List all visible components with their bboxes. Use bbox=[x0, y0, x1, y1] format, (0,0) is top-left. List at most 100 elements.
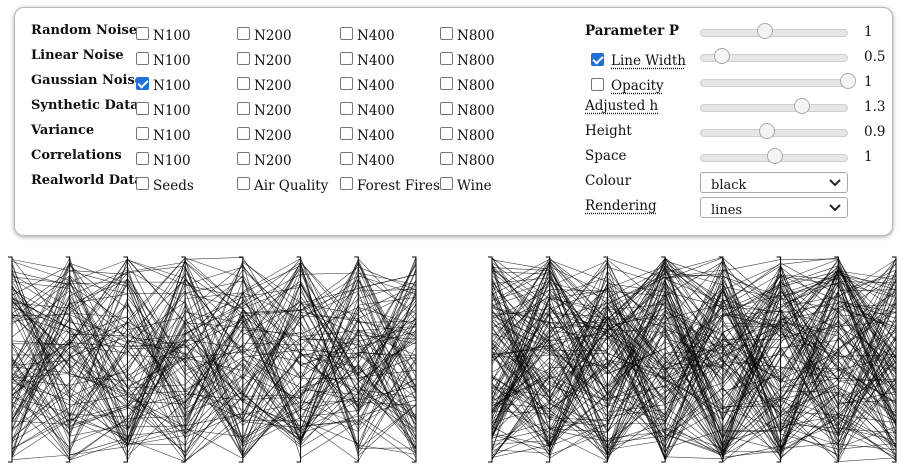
slider-thumb[interactable] bbox=[714, 48, 731, 64]
dataset-option-label: N200 bbox=[254, 53, 292, 69]
dataset-option-checkbox[interactable] bbox=[237, 127, 250, 140]
dataset-option-checkbox[interactable] bbox=[440, 102, 453, 115]
space-slider[interactable] bbox=[700, 148, 848, 164]
dataset-option-checkbox[interactable] bbox=[136, 127, 149, 140]
data-polyline bbox=[11, 274, 417, 428]
dataset-option-checkbox[interactable] bbox=[136, 177, 149, 190]
colour-select[interactable]: black bbox=[700, 172, 848, 193]
dataset-option-label: N400 bbox=[357, 78, 395, 94]
dataset-row-label: Realworld Data bbox=[31, 173, 143, 188]
dataset-option-label: N100 bbox=[153, 78, 191, 94]
data-polyline bbox=[11, 256, 417, 408]
data-polyline bbox=[491, 258, 897, 452]
data-polyline bbox=[11, 298, 417, 454]
line-width-label: Line Width bbox=[611, 53, 686, 69]
plot-axis bbox=[412, 256, 417, 463]
data-polyline bbox=[491, 294, 897, 416]
data-polyline bbox=[491, 302, 897, 437]
data-polyline bbox=[491, 265, 897, 456]
data-polyline bbox=[491, 270, 897, 450]
data-polyline bbox=[491, 261, 897, 455]
dataset-row-label: Variance bbox=[31, 123, 95, 138]
data-polyline bbox=[491, 266, 897, 453]
polylines-group bbox=[11, 256, 417, 462]
data-polyline bbox=[491, 298, 897, 449]
dataset-option-checkbox[interactable] bbox=[237, 52, 250, 65]
slider-thumb[interactable] bbox=[757, 23, 774, 39]
dataset-option-checkbox[interactable] bbox=[440, 77, 453, 90]
dataset-option-checkbox[interactable] bbox=[237, 77, 250, 90]
opacity-value: 1 bbox=[864, 74, 873, 90]
dataset-option-checkbox[interactable] bbox=[237, 152, 250, 165]
dataset-option-checkbox[interactable] bbox=[440, 127, 453, 140]
data-polyline bbox=[491, 263, 897, 453]
data-polyline bbox=[11, 262, 417, 438]
dataset-option-checkbox[interactable] bbox=[440, 152, 453, 165]
data-polyline bbox=[11, 292, 417, 398]
dataset-row-label: Random Noise bbox=[31, 23, 138, 38]
line-width-checkbox[interactable] bbox=[591, 53, 604, 66]
dataset-option-checkbox[interactable] bbox=[136, 27, 149, 40]
dataset-option-label: N800 bbox=[457, 28, 495, 44]
data-polyline bbox=[491, 269, 897, 444]
plot-axis bbox=[661, 256, 666, 463]
adjusted-h-slider[interactable] bbox=[700, 98, 848, 114]
dataset-option-checkbox[interactable] bbox=[340, 27, 353, 40]
data-polyline bbox=[491, 261, 897, 351]
dataset-option-checkbox[interactable] bbox=[136, 77, 149, 90]
slider-thumb[interactable] bbox=[840, 73, 856, 89]
opacity-checkbox[interactable] bbox=[591, 78, 604, 91]
dataset-option-checkbox[interactable] bbox=[136, 102, 149, 115]
dataset-option-checkbox[interactable] bbox=[440, 52, 453, 65]
data-polyline bbox=[491, 261, 897, 445]
dataset-row-label: Linear Noise bbox=[31, 48, 124, 63]
dataset-option-checkbox[interactable] bbox=[237, 102, 250, 115]
slider-thumb[interactable] bbox=[767, 148, 784, 164]
dataset-option-label: N200 bbox=[254, 103, 292, 119]
data-polyline bbox=[11, 270, 417, 421]
slider-thumb[interactable] bbox=[794, 98, 811, 114]
data-polyline bbox=[11, 279, 417, 437]
dataset-option-checkbox[interactable] bbox=[340, 127, 353, 140]
opacity-slider[interactable] bbox=[700, 73, 856, 89]
data-polyline bbox=[491, 268, 897, 451]
rendering-label: Rendering bbox=[585, 198, 657, 214]
height-slider[interactable] bbox=[700, 123, 848, 139]
data-polyline bbox=[11, 278, 417, 431]
data-polyline bbox=[11, 259, 417, 432]
dataset-option-checkbox[interactable] bbox=[340, 102, 353, 115]
data-polyline bbox=[491, 301, 897, 458]
data-polyline bbox=[11, 257, 417, 441]
dataset-option-checkbox[interactable] bbox=[340, 52, 353, 65]
line-width-slider[interactable] bbox=[700, 48, 848, 64]
dataset-option-checkbox[interactable] bbox=[340, 152, 353, 165]
data-polyline bbox=[11, 286, 417, 426]
dataset-option-checkbox[interactable] bbox=[440, 177, 453, 190]
parallel-coordinates-plot-right bbox=[488, 250, 900, 468]
data-polyline bbox=[491, 258, 897, 429]
data-polyline bbox=[11, 261, 417, 367]
dataset-option-checkbox[interactable] bbox=[440, 27, 453, 40]
slider-thumb[interactable] bbox=[758, 123, 775, 139]
plot-axis bbox=[123, 256, 128, 463]
dataset-option-label: N400 bbox=[357, 128, 395, 144]
dataset-option-checkbox[interactable] bbox=[340, 77, 353, 90]
parallel-coordinates-plot-left bbox=[8, 250, 420, 468]
data-polyline bbox=[491, 282, 897, 444]
data-polyline bbox=[11, 298, 417, 455]
parameter-p-slider[interactable] bbox=[700, 23, 848, 39]
dataset-option-checkbox[interactable] bbox=[340, 177, 353, 190]
dataset-option-checkbox[interactable] bbox=[237, 27, 250, 40]
data-polyline bbox=[491, 258, 897, 414]
dataset-option-label: N100 bbox=[153, 103, 191, 119]
data-polyline bbox=[491, 285, 897, 456]
data-polyline bbox=[11, 341, 417, 445]
data-polyline bbox=[491, 305, 897, 457]
rendering-select[interactable]: lines bbox=[700, 197, 848, 218]
colour-label: Colour bbox=[585, 173, 632, 189]
dataset-option-checkbox[interactable] bbox=[136, 52, 149, 65]
plot-axis bbox=[545, 256, 551, 463]
dataset-option-checkbox[interactable] bbox=[237, 177, 250, 190]
dataset-row-label: Synthetic Data bbox=[31, 98, 139, 113]
dataset-option-checkbox[interactable] bbox=[136, 152, 149, 165]
